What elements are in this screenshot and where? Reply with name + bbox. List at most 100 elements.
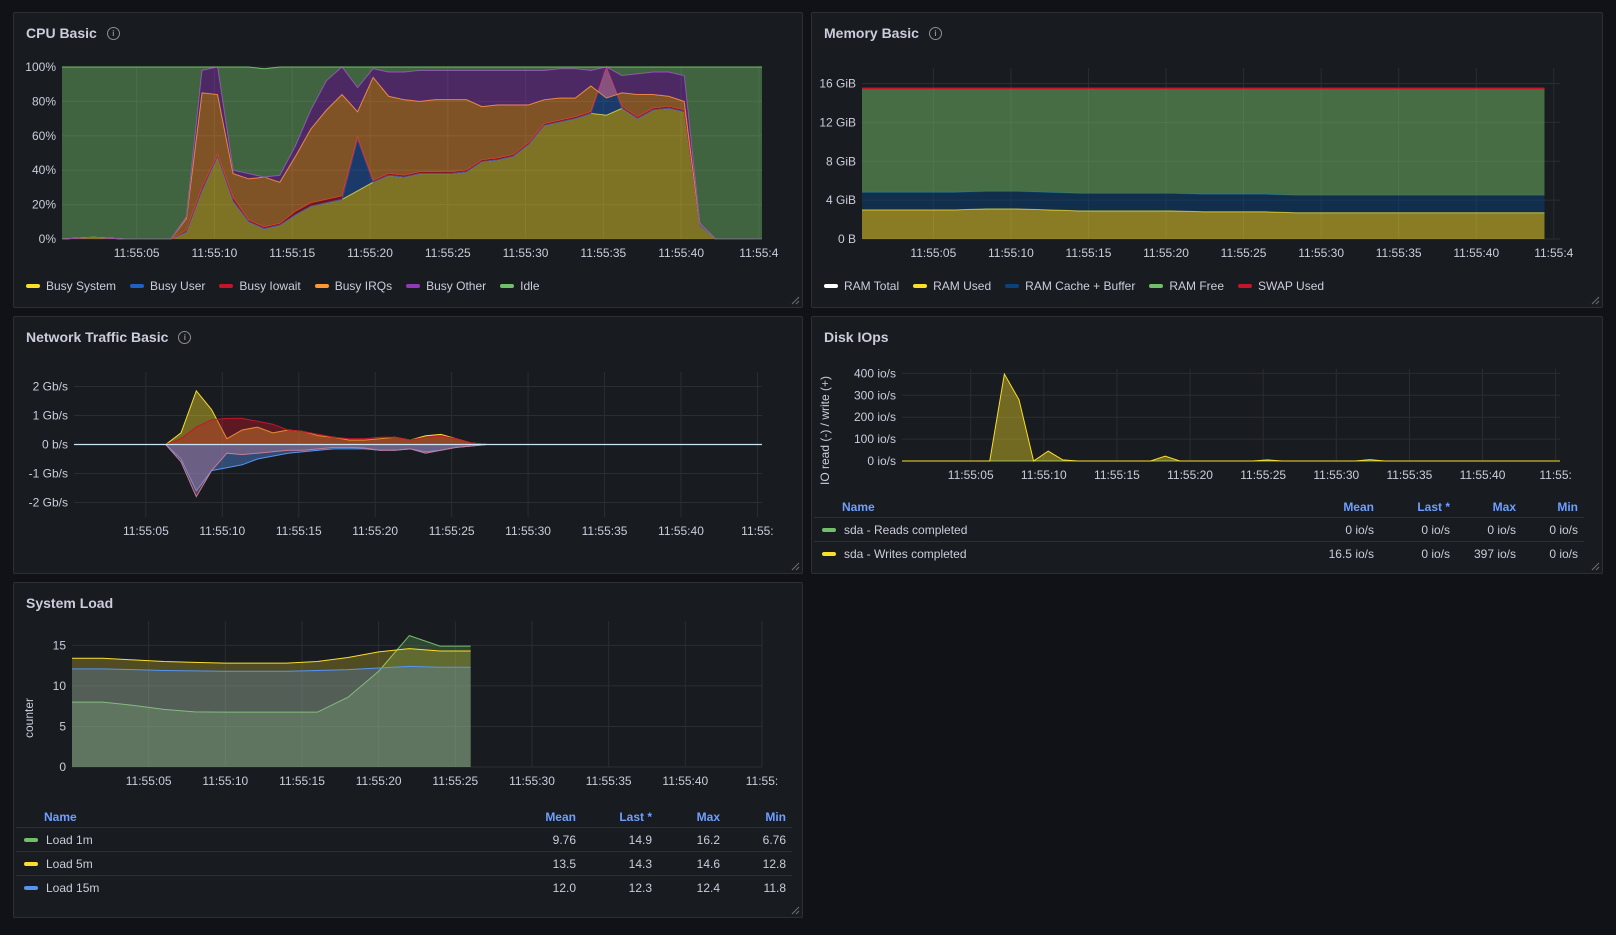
- legend-item-busy-system[interactable]: Busy System: [26, 279, 116, 293]
- resize-handle-icon[interactable]: [1590, 295, 1600, 305]
- x-tick-label: 11:55:25: [1240, 468, 1286, 482]
- memory-panel-header[interactable]: Memory Basic i: [824, 25, 942, 41]
- legend-label: RAM Used: [933, 279, 992, 293]
- y-tick-label: 16 GiB: [819, 77, 856, 91]
- column-header[interactable]: Max: [696, 810, 720, 824]
- disk-chart[interactable]: 0 io/s 100 io/s 200 io/s 300 io/s 400 io/s 11…: [812, 317, 1604, 499]
- legend-item-ram-used[interactable]: RAM Used: [913, 279, 991, 293]
- resize-handle-icon[interactable]: [1590, 561, 1600, 571]
- legend-label: RAM Cache + Buffer: [1025, 279, 1136, 293]
- column-header[interactable]: Min: [1557, 500, 1578, 514]
- series-name-cell[interactable]: Load 5m: [16, 851, 506, 876]
- load-panel-header[interactable]: System Load: [26, 595, 113, 611]
- network-panel-header[interactable]: Network Traffic Basic i: [26, 329, 192, 345]
- x-tick-label: 11:55:35: [580, 246, 626, 260]
- max-cell: 12.4: [658, 875, 726, 899]
- y-tick-label: 1 Gb/s: [33, 409, 68, 423]
- last-cell: 0 io/s: [1380, 541, 1456, 565]
- series-swatch: [26, 284, 40, 288]
- legend-item-swap-used[interactable]: SWAP Used: [1238, 279, 1324, 293]
- y-tick-label: 0 b/s: [42, 438, 68, 452]
- disk-panel-header[interactable]: Disk IOps: [824, 329, 889, 345]
- series-line-busy-user: [61, 65, 762, 240]
- panel-title[interactable]: Network Traffic Basic: [26, 329, 169, 345]
- legend-label: Idle: [520, 279, 540, 293]
- y-tick-label: 80%: [32, 94, 56, 108]
- min-cell: 12.8: [726, 851, 792, 876]
- panel-title[interactable]: Memory Basic: [824, 25, 919, 41]
- info-icon[interactable]: i: [928, 26, 942, 40]
- y-tick-label: 200 io/s: [854, 410, 896, 424]
- series-swatch: [1238, 284, 1253, 288]
- series-swatch: [314, 284, 329, 288]
- series-swatch: [500, 284, 515, 288]
- y-tick-label: 0%: [39, 232, 57, 246]
- legend-item-busy-irqs[interactable]: Busy IRQs: [314, 279, 392, 293]
- mean-cell: 0 io/s: [1304, 517, 1380, 542]
- series-name-cell[interactable]: Load 1m: [16, 827, 506, 852]
- column-header[interactable]: Max: [1492, 500, 1516, 514]
- x-tick-label: 11:55:10: [1021, 468, 1067, 482]
- x-tick-label: 11:55:40: [1453, 246, 1499, 260]
- x-tick-label: 11:55:10: [988, 246, 1034, 260]
- table-row[interactable]: Load 1m 9.76 14.9 16.2 6.76: [16, 827, 792, 852]
- cpu-panel-header[interactable]: CPU Basic i: [26, 25, 120, 41]
- series-name-cell[interactable]: sda - Reads completed: [814, 517, 1304, 542]
- table-row[interactable]: Load 5m 13.5 14.3 14.6 12.8: [16, 851, 792, 876]
- series-label: Load 5m: [46, 856, 93, 871]
- disk-panel: Disk IOps IO read (-) / write (+) 0 io/s…: [811, 316, 1603, 574]
- memory-chart[interactable]: 0 B 4 GiB 8 GiB 12 GiB 16 GiB 11:55:05 11:55:1…: [812, 13, 1604, 263]
- x-tick-label: 11:55:20: [1167, 468, 1213, 482]
- column-header[interactable]: Name: [842, 500, 875, 514]
- load-chart[interactable]: 0 5 10 15 11:55:05 11:55:10 11:55:15 11:55:20 11…: [14, 583, 804, 809]
- resize-handle-icon[interactable]: [790, 905, 800, 915]
- legend-item-ram-cache[interactable]: RAM Cache + Buffer: [1005, 279, 1135, 293]
- series-area-ram-used: [862, 208, 1545, 239]
- series-name-cell[interactable]: sda - Writes completed: [814, 541, 1304, 565]
- column-header[interactable]: Mean: [545, 810, 576, 824]
- x-tick-label: 11:55:20: [352, 524, 398, 538]
- series-name-cell[interactable]: Load 15m: [16, 875, 506, 899]
- table-row[interactable]: sda - Reads completed 0 io/s 0 io/s 0 io…: [814, 517, 1584, 542]
- table-row[interactable]: sda - Writes completed 16.5 io/s 0 io/s …: [814, 541, 1584, 565]
- info-icon[interactable]: i: [178, 330, 192, 344]
- last-cell: 12.3: [582, 875, 658, 899]
- max-cell: 0 io/s: [1456, 517, 1522, 542]
- legend-item-busy-iowait[interactable]: Busy Iowait: [219, 279, 301, 293]
- column-header[interactable]: Name: [44, 810, 77, 824]
- column-header[interactable]: Mean: [1343, 500, 1374, 514]
- column-header[interactable]: Min: [765, 810, 786, 824]
- x-tick-label: 11:55:05: [123, 524, 169, 538]
- legend-item-busy-other[interactable]: Busy Other: [406, 279, 486, 293]
- y-tick-label: 0: [59, 760, 66, 774]
- panel-title[interactable]: System Load: [26, 595, 114, 611]
- y-tick-label: 5: [59, 719, 66, 733]
- y-tick-label: -1 Gb/s: [29, 467, 68, 481]
- x-tick-label: 11:55:10: [202, 774, 248, 788]
- column-header[interactable]: Last *: [1417, 500, 1450, 514]
- legend-item-ram-free[interactable]: RAM Free: [1149, 279, 1224, 293]
- last-cell: 14.3: [582, 851, 658, 876]
- resize-handle-icon[interactable]: [790, 295, 800, 305]
- network-chart[interactable]: -2 Gb/s -1 Gb/s 0 b/s 1 Gb/s 2 Gb/s 11:55:05 1…: [14, 317, 804, 573]
- legend-item-busy-user[interactable]: Busy User: [130, 279, 205, 293]
- legend-item-idle[interactable]: Idle: [500, 279, 540, 293]
- series-line-sda-writes-completed: [902, 372, 1560, 462]
- table-header-row: Name Mean Last * Max Min: [814, 497, 1584, 518]
- column-header[interactable]: Last *: [619, 810, 652, 824]
- panel-title[interactable]: Disk IOps: [824, 329, 889, 345]
- legend-item-ram-total[interactable]: RAM Total: [824, 279, 899, 293]
- series-line-busy-other: [61, 66, 762, 240]
- series-label: sda - Reads completed: [844, 522, 968, 537]
- series-swatch: [1149, 284, 1164, 288]
- x-tick-label: 11:55:: [746, 774, 778, 788]
- table-row[interactable]: Load 15m 12.0 12.3 12.4 11.8: [16, 875, 792, 899]
- panel-title[interactable]: CPU Basic: [26, 25, 97, 41]
- x-tick-label: 11:55:30: [1298, 246, 1344, 260]
- info-icon[interactable]: i: [106, 26, 120, 40]
- cpu-chart[interactable]: 0% 20% 40% 60% 80% 100% 11:55:05 11:55:10 11:55:…: [14, 13, 804, 263]
- x-tick-label: 11:55:15: [1094, 468, 1140, 482]
- series-swatch: [130, 284, 145, 288]
- y-tick-label: 8 GiB: [826, 154, 856, 168]
- resize-handle-icon[interactable]: [790, 561, 800, 571]
